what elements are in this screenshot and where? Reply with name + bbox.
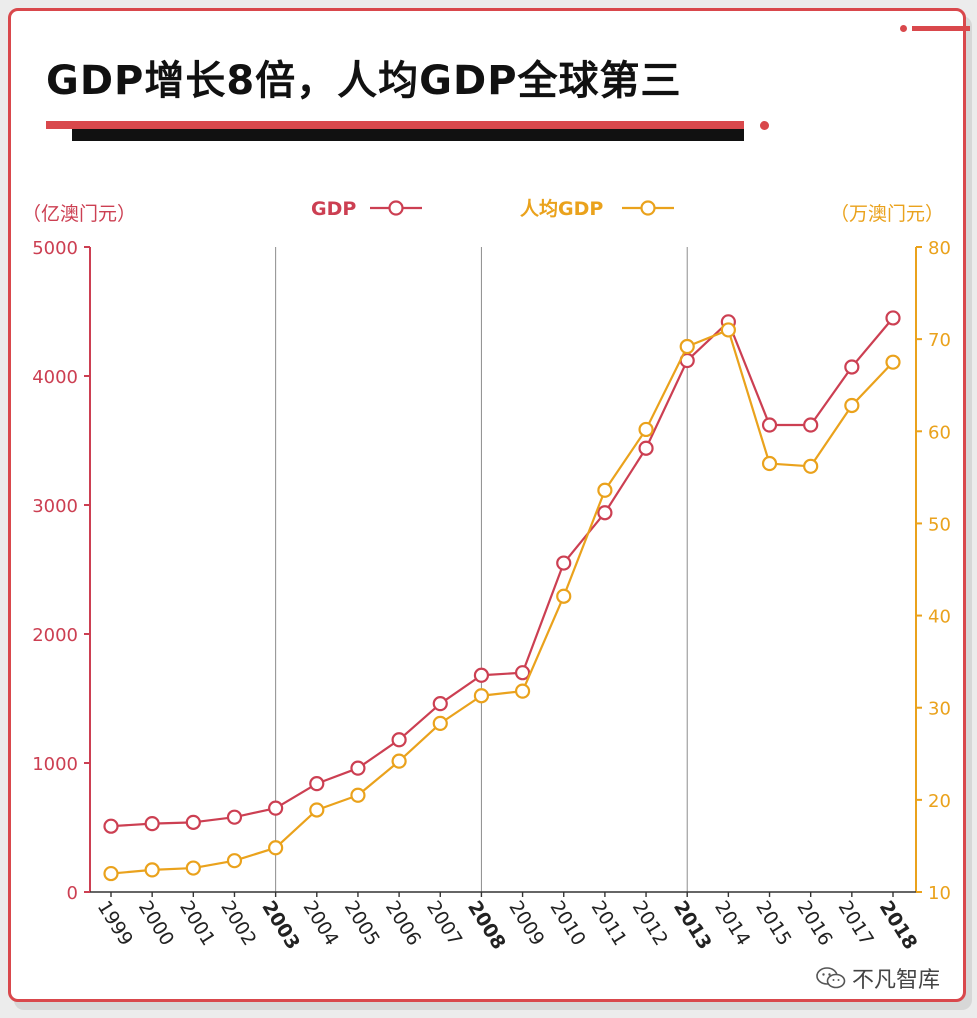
y-left-tick-label: 5000 <box>32 238 78 259</box>
y-right-tick-label: 50 <box>928 514 951 535</box>
point-per-capita-gdp-2016 <box>803 458 819 474</box>
axes <box>84 246 922 897</box>
x-tick-label: 2006 <box>381 897 425 950</box>
y-right-tick-label: 80 <box>928 238 951 259</box>
point-gdp-2016 <box>803 417 819 433</box>
x-tick-label: 2005 <box>340 897 384 950</box>
point-gdp-2015 <box>761 417 778 433</box>
point-per-capita-gdp-2018 <box>885 354 901 370</box>
y-right-tick-label: 30 <box>928 699 951 720</box>
point-gdp-2001 <box>185 814 201 830</box>
point-per-capita-gdp-2010 <box>556 588 572 604</box>
point-gdp-2000 <box>144 816 160 832</box>
y-right-tick-label: 60 <box>928 422 951 443</box>
y-left-tick-label: 4000 <box>32 367 78 388</box>
point-per-capita-gdp-2000 <box>144 862 160 878</box>
point-per-capita-gdp-2012 <box>638 421 654 438</box>
title-underline-black <box>72 129 744 141</box>
x-tick-label: 2010 <box>545 897 589 950</box>
title-accent-dot <box>760 121 769 130</box>
legend-label-per-capita-gdp: 人均GDP <box>520 197 603 220</box>
point-per-capita-gdp-2017 <box>844 397 860 414</box>
x-tick-label: 2012 <box>628 897 672 950</box>
x-tick-label: 2007 <box>422 897 466 950</box>
point-per-capita-gdp-2007 <box>432 715 448 731</box>
point-per-capita-gdp-2013 <box>679 338 695 355</box>
x-tick-label: 2003 <box>257 897 304 954</box>
point-per-capita-gdp-1999 <box>103 865 119 882</box>
point-gdp-2006 <box>391 732 407 748</box>
y-right-tick-label: 10 <box>928 883 951 904</box>
point-per-capita-gdp-2002 <box>226 853 243 869</box>
point-gdp-2004 <box>309 776 325 792</box>
x-tick-label: 2004 <box>299 897 343 950</box>
watermark-text: 不凡智库 <box>852 968 941 993</box>
corner-accent-dot <box>900 25 907 32</box>
x-tick-label: 2011 <box>587 897 631 950</box>
point-per-capita-gdp-2008 <box>473 688 490 704</box>
point-per-capita-gdp-2006 <box>391 753 407 769</box>
page-title: GDP增长8倍，人均GDP全球第三 <box>46 58 682 104</box>
point-per-capita-gdp-2015 <box>761 455 778 472</box>
x-tick-label: 2014 <box>710 897 754 950</box>
x-tick-label: 2015 <box>751 897 795 950</box>
y-left-tick-label: 0 <box>67 883 78 904</box>
point-gdp-2011 <box>597 505 613 521</box>
x-tick-label: 1999 <box>93 897 137 950</box>
title-underline-red <box>46 121 744 129</box>
x-tick-label: 2016 <box>792 897 836 950</box>
y-left-tick-label: 1000 <box>32 754 78 775</box>
point-gdp-2005 <box>350 760 366 776</box>
y-left-tick-label: 2000 <box>32 625 78 646</box>
point-per-capita-gdp-2005 <box>350 787 366 803</box>
point-per-capita-gdp-2009 <box>514 683 531 699</box>
point-gdp-2008 <box>473 667 490 683</box>
point-gdp-2009 <box>514 665 531 681</box>
legend: GDP 人均GDP <box>311 197 674 220</box>
y-right-tick-label: 70 <box>928 330 951 351</box>
x-tick-label: 2000 <box>134 897 178 950</box>
y-left-unit-label: （亿澳门元） <box>22 203 136 225</box>
point-per-capita-gdp-2014 <box>720 322 736 338</box>
x-tick-label: 2018 <box>875 897 922 954</box>
series <box>103 310 901 882</box>
tick-labels: 0 1000 2000 3000 4000 5000 10 20 30 40 50 60 70 80 （亿澳… <box>22 203 951 954</box>
point-gdp-2007 <box>432 696 448 712</box>
point-per-capita-gdp-2001 <box>185 860 201 876</box>
y-left-tick-label: 3000 <box>32 496 78 517</box>
point-gdp-2002 <box>226 809 243 825</box>
x-tick-label: 2009 <box>504 897 548 950</box>
x-tick-label: 2002 <box>216 897 260 950</box>
legend-marker-gdp <box>388 200 404 216</box>
chart-card <box>8 8 966 1002</box>
point-per-capita-gdp-2004 <box>309 802 325 818</box>
point-gdp-2018 <box>885 310 901 326</box>
series-line-per-capita-gdp <box>110 328 894 875</box>
point-gdp-2012 <box>638 440 654 456</box>
y-right-unit-label: （万澳门元） <box>830 203 944 225</box>
x-tick-label: 2008 <box>463 897 510 954</box>
x-tick-label: 2017 <box>834 897 878 950</box>
gridlines <box>275 247 688 892</box>
legend-label-gdp: GDP <box>311 198 356 220</box>
watermark: 不凡智库 <box>816 962 940 994</box>
point-gdp-2010 <box>556 555 572 571</box>
legend-marker-per-capita-gdp <box>640 200 656 216</box>
wechat-icon <box>816 967 846 989</box>
x-tick-label: 2001 <box>175 897 219 950</box>
series-line-gdp <box>110 317 894 828</box>
point-per-capita-gdp-2011 <box>597 482 613 498</box>
y-right-tick-label: 20 <box>928 791 951 812</box>
point-gdp-2003 <box>268 800 284 816</box>
point-gdp-1999 <box>103 818 119 834</box>
point-per-capita-gdp-2003 <box>268 840 284 856</box>
x-tick-label: 2013 <box>669 897 716 954</box>
point-gdp-2017 <box>844 359 860 375</box>
y-right-tick-label: 40 <box>928 607 951 628</box>
corner-accent-bar <box>912 26 970 31</box>
